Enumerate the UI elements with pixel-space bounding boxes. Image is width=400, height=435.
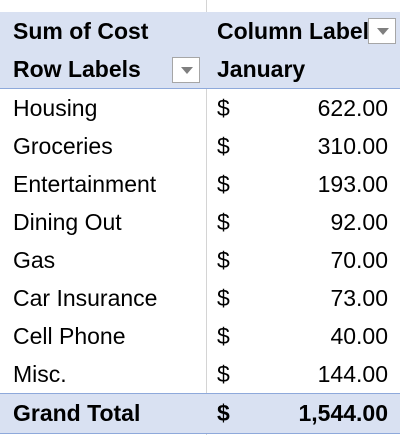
currency-symbol: $ [217, 133, 230, 159]
currency-symbol: $ [217, 171, 230, 197]
chevron-down-icon [377, 28, 389, 35]
cost-value: 40.00 [330, 323, 388, 349]
currency-symbol: $ [217, 209, 230, 235]
currency-symbol: $ [217, 285, 230, 311]
row-label: Housing [13, 95, 98, 121]
table-row[interactable]: Entertainment $ 193.00 [0, 165, 400, 203]
table-row[interactable]: Dining Out $ 92.00 [0, 203, 400, 241]
grand-total-label: Grand Total [13, 400, 141, 426]
chevron-down-icon [181, 67, 193, 74]
row-label: Gas [13, 247, 56, 273]
cost-value: 144.00 [317, 361, 388, 387]
column-gridline [206, 0, 207, 435]
cost-value: 70.00 [330, 247, 388, 273]
pivot-header-rows: Row Labels January [0, 50, 400, 88]
grand-total-value: 1,544.00 [298, 400, 388, 426]
row-label: Cell Phone [13, 323, 126, 349]
values-field-label[interactable]: Sum of Cost [13, 18, 149, 44]
total-border [0, 393, 400, 394]
column-labels-header[interactable]: Column Labels [217, 18, 382, 44]
column-value-january[interactable]: January [217, 56, 306, 82]
total-border-bottom [0, 433, 400, 434]
table-row[interactable]: Cell Phone $ 40.00 [0, 317, 400, 355]
cost-value: 73.00 [330, 285, 388, 311]
currency-symbol: $ [217, 400, 230, 426]
table-row[interactable]: Groceries $ 310.00 [0, 127, 400, 165]
table-row[interactable]: Housing $ 622.00 [0, 89, 400, 127]
row-label: Entertainment [13, 171, 157, 197]
row-labels-header[interactable]: Row Labels [13, 56, 141, 82]
table-row[interactable]: Misc. $ 144.00 [0, 355, 400, 393]
pivot-header-values: Sum of Cost Column Labels [0, 12, 400, 50]
currency-symbol: $ [217, 361, 230, 387]
row-label: Car Insurance [13, 285, 158, 311]
cost-value: 622.00 [317, 95, 388, 121]
row-label: Dining Out [13, 209, 122, 235]
row-label: Groceries [13, 133, 113, 159]
table-row[interactable]: Gas $ 70.00 [0, 241, 400, 279]
grand-total-row[interactable]: Grand Total $ 1,544.00 [0, 394, 400, 433]
row-label: Misc. [13, 361, 67, 387]
column-labels-filter-button[interactable] [368, 18, 396, 44]
currency-symbol: $ [217, 247, 230, 273]
row-labels-filter-button[interactable] [172, 57, 200, 83]
table-row[interactable]: Car Insurance $ 73.00 [0, 279, 400, 317]
cost-value: 193.00 [317, 171, 388, 197]
header-border [0, 88, 400, 89]
cost-value: 310.00 [317, 133, 388, 159]
currency-symbol: $ [217, 323, 230, 349]
currency-symbol: $ [217, 95, 230, 121]
cost-value: 92.00 [330, 209, 388, 235]
